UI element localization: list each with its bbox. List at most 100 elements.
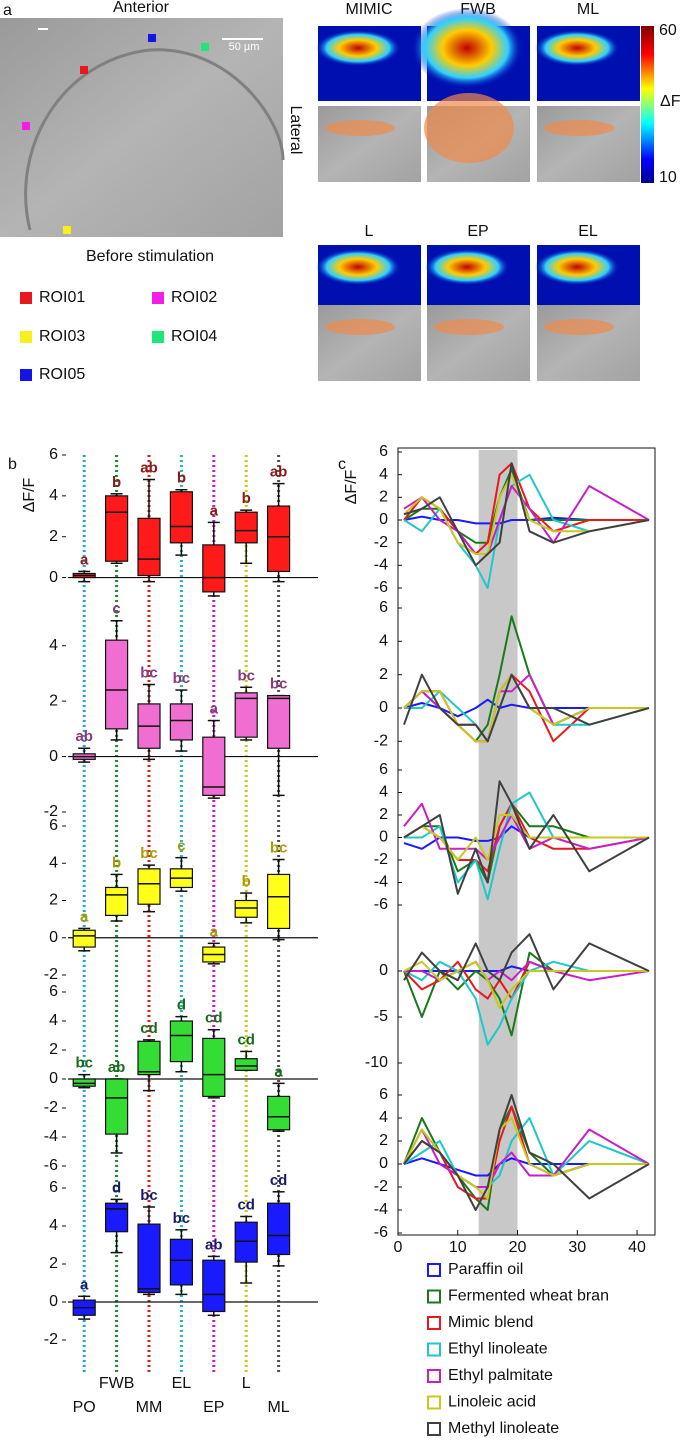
significance-letter: ab [270,464,288,481]
y-tick-label: 0 [379,1155,388,1172]
colorbar [641,26,654,183]
heatmap-response [535,249,619,285]
y-tick-label: 6 [49,1179,58,1196]
legend-label: Mimic blend [448,1314,533,1331]
y-tick-label: -6 [374,1224,388,1241]
y-tick-label: 4 [379,1109,388,1126]
trace [403,780,650,895]
significance-letter: a [210,701,219,718]
x-tick-label: FWB [99,1375,135,1392]
significance-letter: b [112,854,121,871]
y-tick-label: -10 [365,1054,388,1071]
overlay-response [325,120,395,136]
significance-letter: b [242,873,251,890]
box [234,692,258,738]
x-tick-label: L [242,1375,251,1392]
heatmap-response [316,249,400,285]
trace [403,462,650,567]
trace [403,960,649,1046]
heatmap-response [425,249,509,285]
significance-letter: c [112,601,120,618]
y-tick-label: 0 [49,929,58,946]
y-tick-label: 0 [379,699,388,716]
y-tick-label: 0 [49,1070,58,1087]
trace [403,473,650,555]
heatmap-label: MIMIC [345,1,392,18]
heatmap-label: EP [467,223,488,240]
y-tick-label: 6 [379,443,388,460]
x-tick-label: 0 [394,1239,403,1256]
y-tick-label: 0 [49,748,58,765]
y-tick-label: 4 [49,854,58,871]
box [104,886,129,917]
y-tick-label: 0 [49,1293,58,1310]
significance-letter: d [112,1179,121,1196]
significance-letter: cd [140,1020,158,1037]
y-tick-label: 4 [49,487,58,504]
significance-letter: cd [205,1010,223,1027]
heatmap-response [412,8,522,88]
box [104,1078,129,1135]
box [267,694,291,749]
significance-letter: b [177,470,186,487]
panel-label: c [338,456,346,473]
trace [403,473,650,589]
box [169,491,193,544]
significance-letter: ab [140,459,158,476]
roi-marker [80,66,88,74]
significance-letter: bc [270,676,288,693]
box [202,736,226,796]
overlay-response [325,319,395,335]
significance-letter: bc [173,1210,191,1227]
x-tick-label: 40 [628,1239,646,1256]
significance-letter: bc [75,1055,93,1072]
y-tick-label: 2 [49,692,58,709]
trace [403,673,649,743]
box [137,1040,161,1076]
side-label: Lateral [287,106,304,155]
heatmap-label: ML [577,1,599,18]
y-tick-label: -6 [44,1157,58,1174]
y-tick-label: 2 [379,666,388,683]
legend-swatch [427,1316,441,1330]
trace [404,791,649,901]
significance-letter: bc [140,845,158,862]
legend-swatch [427,1342,441,1357]
box [267,873,291,930]
y-tick-label: 4 [379,633,388,650]
box [104,495,129,562]
y-tick-label: -6 [374,896,388,913]
stimulus-window [478,450,518,1235]
y-tick-label: 0 [379,962,388,979]
overlay-image [537,106,640,182]
x-tick-label: MM [136,1399,163,1416]
significance-letter: bc [140,664,158,681]
trace [403,802,649,884]
heatmap-label: L [365,223,374,240]
significance-letter: b [242,490,251,507]
box [267,1202,291,1256]
significance-letter: a [80,1276,89,1293]
y-tick-label: 4 [49,1012,58,1029]
box [267,1095,291,1131]
y-tick-label: -4 [374,874,388,891]
roi-legend-label: ROI02 [171,289,217,306]
scale-label: 50 µm [229,41,260,53]
roi-marker [148,34,156,42]
image-title: Anterior [113,0,170,16]
roi-legend-label: ROI05 [39,366,85,383]
y-tick-label: 6 [379,599,388,616]
box [267,505,291,573]
significance-letter: c [177,838,185,855]
y-tick-label: -4 [44,1128,58,1145]
y-tick-label: -2 [374,534,388,551]
legend-label: Fermented wheat bran [448,1288,609,1305]
box [234,1058,258,1071]
overlay-image [537,305,640,381]
colorbar-tick-label: 60 [659,22,677,39]
trace [403,485,650,555]
box [169,703,193,741]
trace [403,468,649,544]
legend-label: Ethyl palmitate [448,1367,553,1384]
